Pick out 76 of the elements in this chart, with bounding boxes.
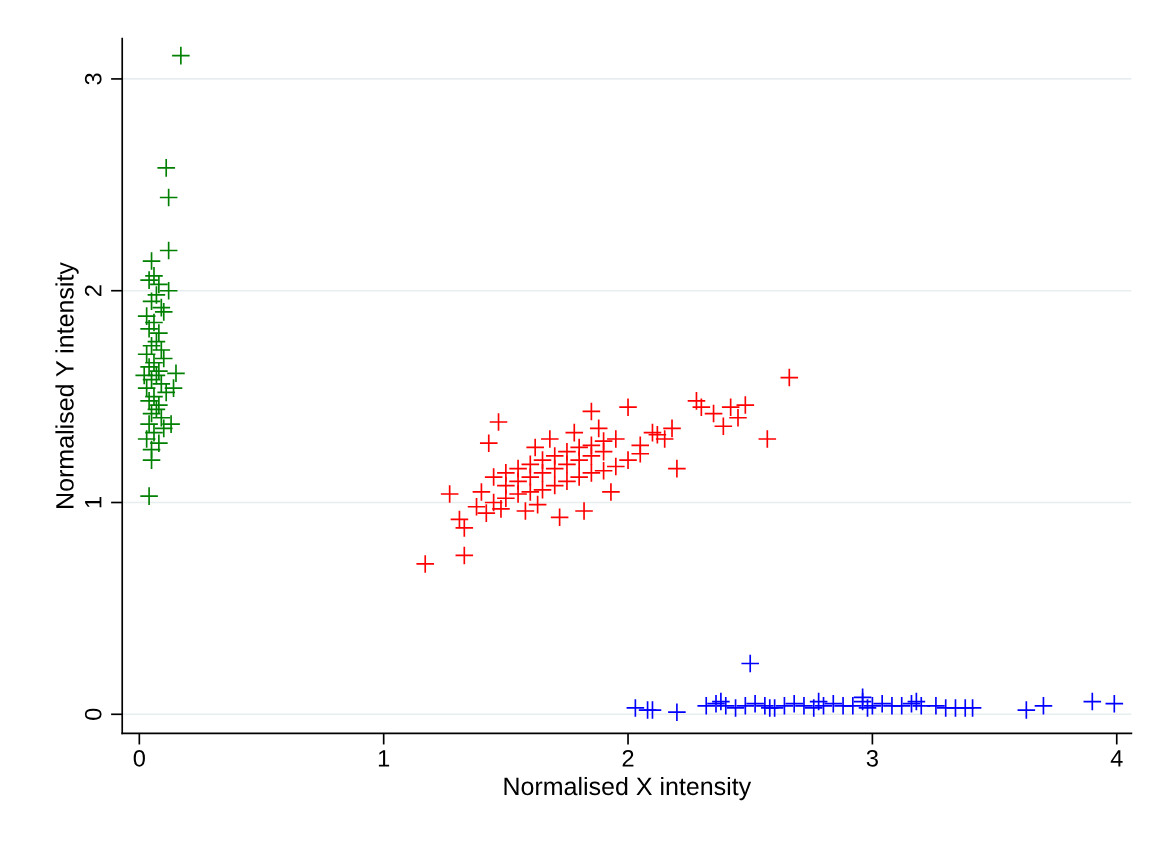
point [151,374,171,394]
point [813,696,834,716]
point [154,418,174,438]
point [1033,696,1054,716]
point [872,694,892,714]
x-tick-label: 0 [133,749,145,767]
point [141,291,162,311]
x-tick-label: 4 [1110,750,1123,767]
point [862,696,883,716]
point [725,698,746,718]
point [139,357,159,377]
y-axis-title: Normalised Y intensity [55,262,79,508]
point [144,266,164,286]
x-axis-title: Normalised X intensity [504,776,752,801]
point [146,331,167,352]
point [134,365,154,386]
point [151,408,171,428]
x-tick-label: 1 [378,750,390,767]
point [901,694,922,714]
point [852,691,873,712]
point [154,348,174,369]
point [149,274,169,294]
point [784,694,804,714]
point [926,696,946,716]
point [161,414,181,434]
point [1104,694,1124,714]
point [760,698,780,718]
point [156,158,176,178]
point [1082,691,1102,712]
point [139,270,159,290]
y-tick-label: 1 [85,497,102,508]
point [740,653,760,674]
point [667,702,687,722]
point [1016,700,1036,720]
y-tick-label: 3 [84,73,102,85]
point [794,696,814,716]
point [804,698,824,718]
x-tick-label: 2 [622,749,634,767]
point [139,319,159,339]
point [137,378,157,398]
point [892,696,912,716]
point [642,700,663,720]
point [144,353,164,373]
point [141,336,162,356]
y-tick-label: 0 [84,708,102,720]
point [141,251,162,271]
point [755,696,775,716]
point [711,691,731,712]
point [137,344,157,364]
point [696,696,716,716]
point [171,46,191,66]
point [735,696,755,716]
point [159,281,179,301]
y-tick-label: 2 [84,285,102,297]
point [159,187,179,208]
point [156,382,176,402]
point [146,285,167,305]
point [149,323,169,343]
x-tick-label: 3 [866,749,878,767]
point [962,698,983,718]
point [139,391,159,411]
point [906,691,926,712]
point [809,691,829,712]
point [706,694,726,714]
point [857,698,878,718]
point [144,386,164,407]
point [716,696,736,716]
point [625,698,645,718]
point [823,694,843,714]
point [745,694,765,714]
point [159,240,179,261]
point [774,696,795,716]
point [139,414,159,434]
point [166,363,186,383]
point [139,486,159,506]
point [151,340,171,360]
